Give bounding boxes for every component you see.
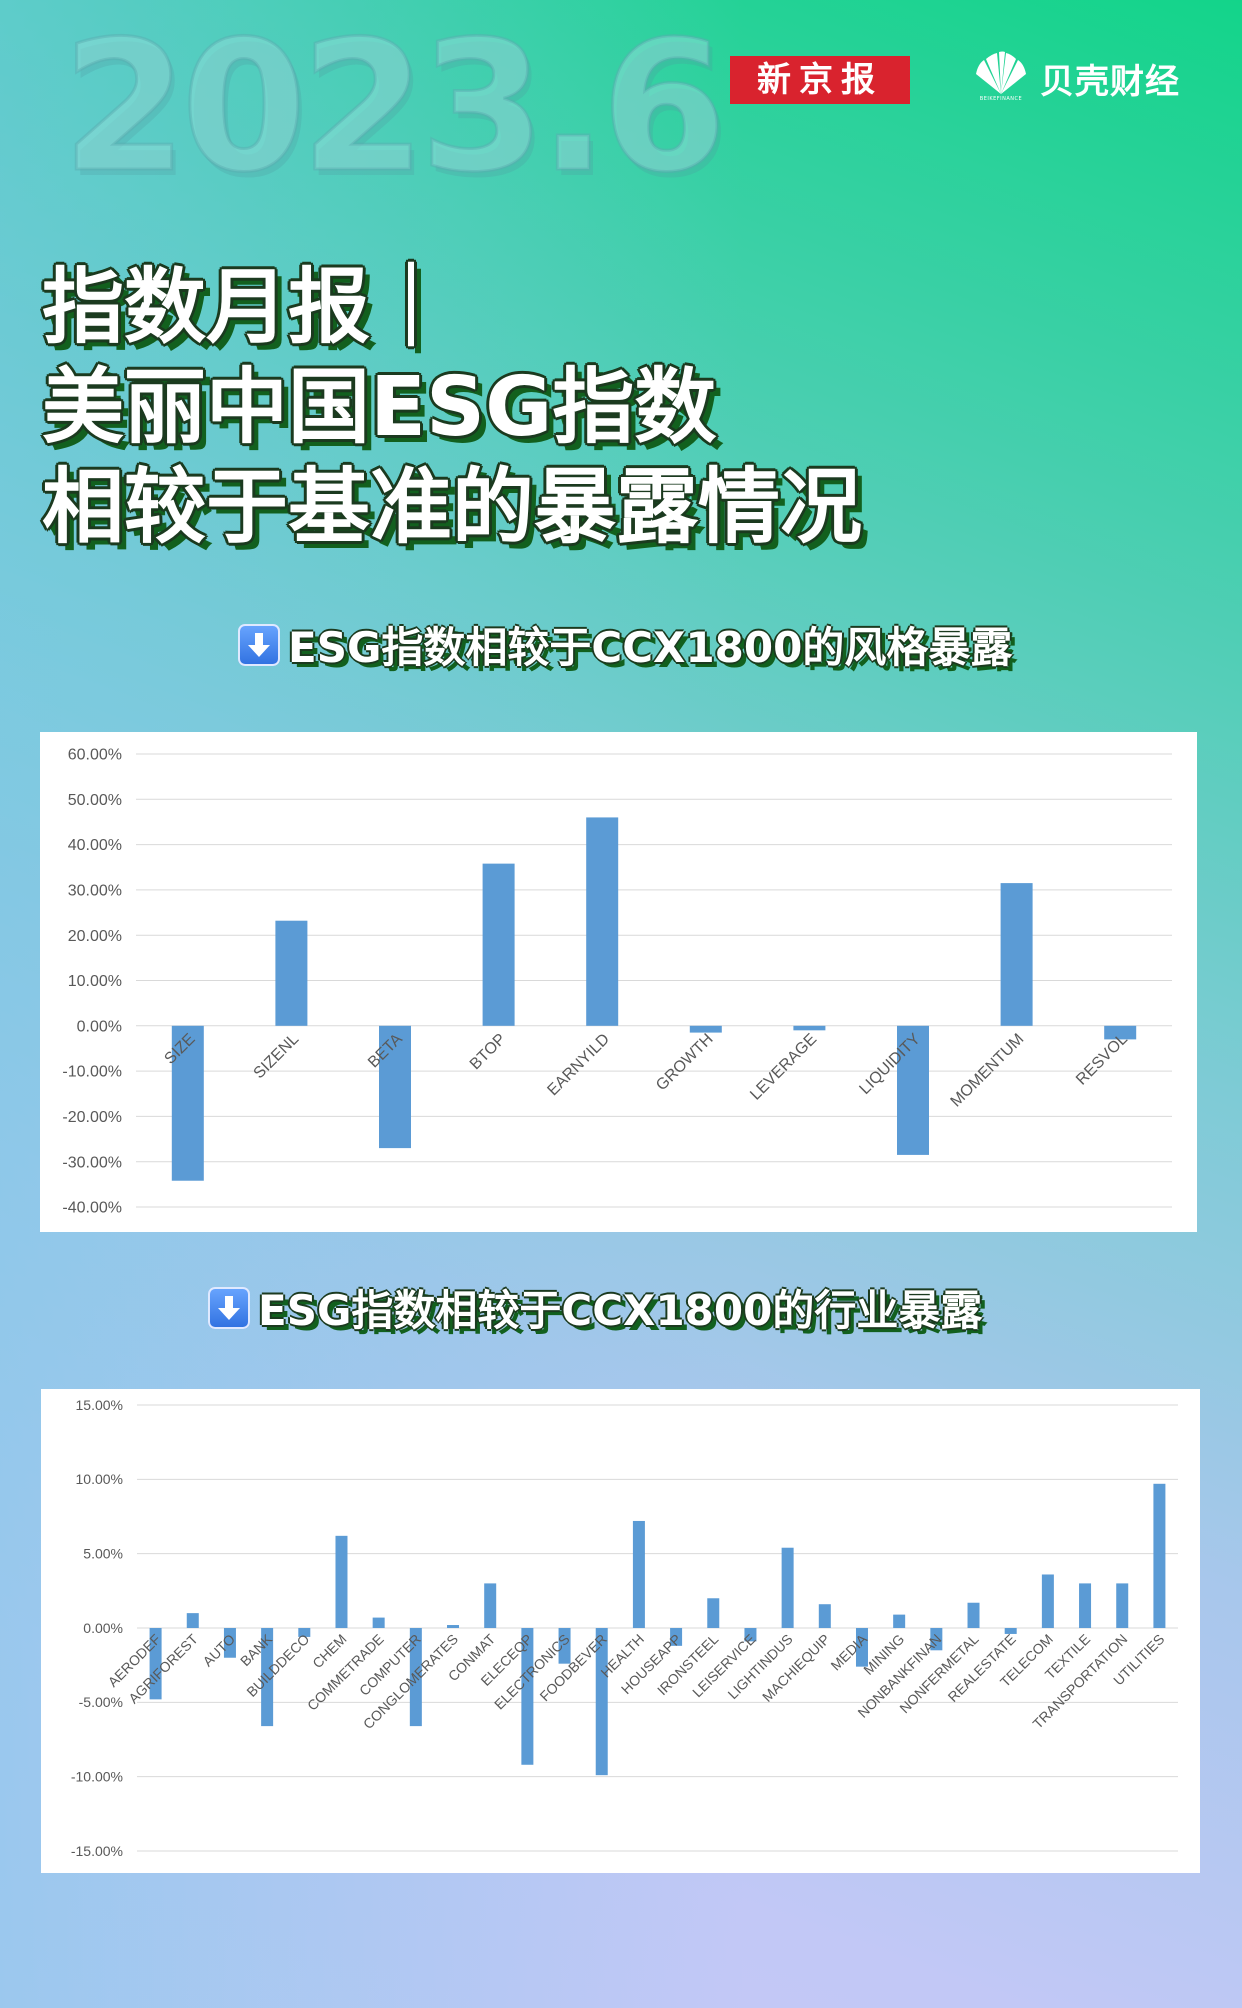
industry-exposure-title-text: ESG指数相较于CCX1800的行业暴露 — [258, 1286, 983, 1335]
bar — [298, 1628, 311, 1637]
y-tick-label: 10.00% — [68, 973, 122, 990]
bar — [744, 1628, 757, 1642]
bar — [967, 1602, 980, 1628]
down-arrow-icon — [208, 1286, 250, 1329]
bar — [1079, 1583, 1092, 1628]
bar — [223, 1628, 236, 1658]
style-exposure-title: ESG指数相较于CCX1800的风格暴露 — [238, 614, 1012, 675]
beike-finance-wordmark: 贝壳财经 — [1040, 61, 1180, 102]
down-arrow-icon — [238, 623, 280, 666]
industry-exposure-chart: 15.00% 10.00% 5.00% 0.00% -5.00% -10.00% -15.0… — [41, 1389, 1200, 1873]
y-tick-label: 30.00% — [68, 883, 122, 900]
bar — [1004, 1628, 1017, 1634]
bar — [689, 1025, 722, 1033]
bar — [482, 863, 515, 1026]
bar — [632, 1520, 645, 1628]
bar — [171, 1025, 204, 1181]
y-tick-label: -10.00% — [62, 1064, 122, 1081]
category-label: LEVERAGE — [747, 1031, 820, 1104]
bar — [379, 1025, 411, 1149]
y-tick-label: -15.00% — [71, 1843, 123, 1859]
bar — [335, 1535, 348, 1628]
headline-line-1: 指数月报｜ — [42, 260, 453, 355]
bar — [1041, 1574, 1054, 1628]
bar — [930, 1628, 943, 1651]
bar — [1104, 1025, 1137, 1040]
xinjingbao-logo: 新京报 — [730, 56, 910, 104]
shell-icon: BEIKEFINANCE — [970, 50, 1032, 106]
y-tick-label: 0.00% — [77, 1018, 122, 1035]
y-tick-label: 15.00% — [76, 1397, 123, 1413]
y-tick-label: 5.00% — [83, 1546, 123, 1562]
bar — [558, 1628, 571, 1664]
bar — [586, 817, 619, 1026]
beike-finance-subtitle: BEIKEFINANCE — [979, 96, 1023, 102]
bar — [521, 1628, 534, 1765]
category-label: RESVOL — [1073, 1031, 1131, 1089]
bar — [818, 1604, 831, 1628]
style-exposure-chart-svg: 60.00% 50.00% 40.00% 30.00% 20.00% 10.00% 0.00… — [62, 747, 1172, 1217]
bar — [893, 1614, 906, 1628]
style-exposure-title-text: ESG指数相较于CCX1800的风格暴露 — [288, 623, 1013, 672]
y-tick-label: 20.00% — [68, 928, 122, 945]
y-tick-label: 0.00% — [83, 1620, 123, 1636]
bar — [793, 1025, 826, 1031]
beike-finance-logo: BEIKEFINANCE 贝壳财经 — [970, 50, 1180, 106]
y-tick-label: -40.00% — [62, 1200, 122, 1217]
bar — [1000, 883, 1033, 1026]
bar — [595, 1628, 608, 1776]
y-tick-label: 60.00% — [68, 747, 122, 764]
bar — [484, 1583, 497, 1628]
headline: 指数月报｜ 美丽中国ESG指数 相较于基准的暴露情况 — [42, 258, 862, 558]
bar — [409, 1628, 422, 1727]
y-tick-label: -30.00% — [62, 1154, 122, 1171]
y-tick-label: 40.00% — [68, 837, 122, 854]
bar — [897, 1025, 929, 1155]
y-tick-label: 50.00% — [68, 792, 122, 809]
bar — [781, 1547, 794, 1628]
bar — [1153, 1483, 1166, 1628]
bar — [275, 920, 308, 1026]
headline-line-2: 美丽中国ESG指数 — [42, 360, 717, 455]
y-tick-label: 10.00% — [76, 1471, 123, 1487]
bar — [1116, 1583, 1129, 1628]
bar — [670, 1628, 683, 1646]
industry-exposure-chart-svg: 15.00% 10.00% 5.00% 0.00% -5.00% -10.00% -15.0… — [71, 1397, 1178, 1859]
y-tick-label: -5.00% — [79, 1694, 123, 1710]
category-label: GROWTH — [653, 1031, 717, 1095]
bar — [447, 1625, 460, 1628]
style-exposure-chart: 60.00% 50.00% 40.00% 30.00% 20.00% 10.00% 0.00… — [40, 732, 1197, 1232]
bar — [261, 1628, 274, 1727]
category-label: EARNYILD — [544, 1031, 613, 1100]
category-label: BTOP — [467, 1031, 510, 1074]
bar — [707, 1598, 720, 1628]
category-label: SIZENL — [251, 1031, 303, 1083]
industry-exposure-title: ESG指数相较于CCX1800的行业暴露 — [208, 1277, 982, 1338]
bar — [149, 1628, 162, 1700]
category-label: MOMENTUM — [948, 1031, 1028, 1111]
y-tick-label: -20.00% — [62, 1109, 122, 1126]
bar — [372, 1617, 385, 1628]
date-watermark: 2023.6 — [61, 3, 729, 212]
bar — [186, 1613, 199, 1628]
y-tick-label: -10.00% — [71, 1769, 123, 1785]
headline-line-3: 相较于基准的暴露情况 — [42, 460, 863, 555]
bar — [855, 1628, 868, 1667]
